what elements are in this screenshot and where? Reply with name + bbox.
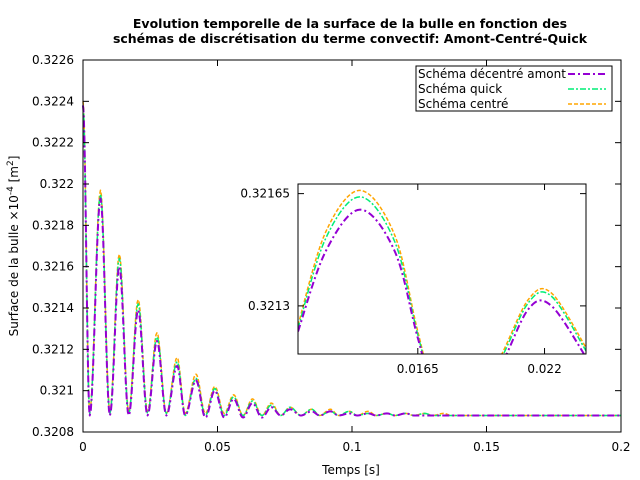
inset-background bbox=[298, 184, 586, 354]
y-tick-label: 0.3224 bbox=[32, 94, 74, 108]
y-tick-label: 0.3208 bbox=[32, 425, 74, 439]
chart-title-line-2: schémas de discrétisation du terme conve… bbox=[113, 31, 588, 46]
legend-label-amont: Schéma décentré amont bbox=[418, 67, 566, 81]
y-tick-label: 0.3214 bbox=[32, 301, 74, 315]
x-tick-label: 0.05 bbox=[204, 440, 231, 454]
inset-frame bbox=[297, 183, 587, 355]
inset-series-group bbox=[298, 189, 586, 354]
inset-line-amont bbox=[298, 208, 586, 354]
legend: Schéma décentré amont Schéma quick Schém… bbox=[415, 65, 613, 112]
y-axis-label-base: Surface de la bulle ×10 bbox=[7, 195, 21, 336]
inset-y-tick-label: 0.3213 bbox=[248, 299, 290, 313]
inset-line-quick bbox=[298, 196, 586, 354]
main-series-group bbox=[82, 101, 621, 419]
inset-y-tick-label: 0.32165 bbox=[240, 187, 290, 201]
inset-x-tick-label: 0.0165 bbox=[397, 362, 439, 376]
y-tick-label: 0.3218 bbox=[32, 218, 74, 232]
x-tick-label: 0.2 bbox=[611, 440, 630, 454]
series-line-amont bbox=[82, 105, 621, 419]
main-axis-ticks: 0 0.05 0.1 0.15 0.2 0.3208 0.321 0.3212 0.3214 0.… bbox=[32, 53, 631, 454]
y-tick-label: 0.322 bbox=[40, 177, 74, 191]
inset-line-centre bbox=[298, 189, 586, 354]
y-axis-label-unit-exponent: 2 bbox=[6, 160, 16, 166]
inset-axis-ticks: 0.0165 0.022 0.32165 0.3213 bbox=[240, 184, 586, 376]
inset-chart: 0.0165 0.022 0.32165 0.3213 bbox=[240, 183, 587, 376]
y-axis-label-exponent: -4 bbox=[6, 186, 16, 195]
x-axis-label: Temps [s] bbox=[321, 463, 380, 477]
y-tick-label: 0.321 bbox=[40, 384, 74, 398]
x-tick-label: 0.15 bbox=[473, 440, 500, 454]
y-axis-label: Surface de la bulle ×10-4 [m2] bbox=[6, 156, 21, 337]
legend-label-centre: Schéma centré bbox=[418, 97, 508, 111]
y-tick-label: 0.3216 bbox=[32, 260, 74, 274]
y-tick-label: 0.3222 bbox=[32, 136, 74, 150]
chart-title-line-1: Evolution temporelle de la surface de la… bbox=[133, 16, 567, 31]
y-tick-label: 0.3212 bbox=[32, 342, 74, 356]
y-tick-label: 0.3226 bbox=[32, 53, 74, 67]
x-tick-label: 0 bbox=[79, 440, 87, 454]
legend-label-quick: Schéma quick bbox=[418, 82, 502, 96]
y-axis-label-unit-open: [m bbox=[7, 166, 21, 186]
y-axis-label-unit-close: ] bbox=[7, 156, 21, 161]
x-tick-label: 0.1 bbox=[342, 440, 361, 454]
inset-x-tick-label: 0.022 bbox=[527, 362, 561, 376]
